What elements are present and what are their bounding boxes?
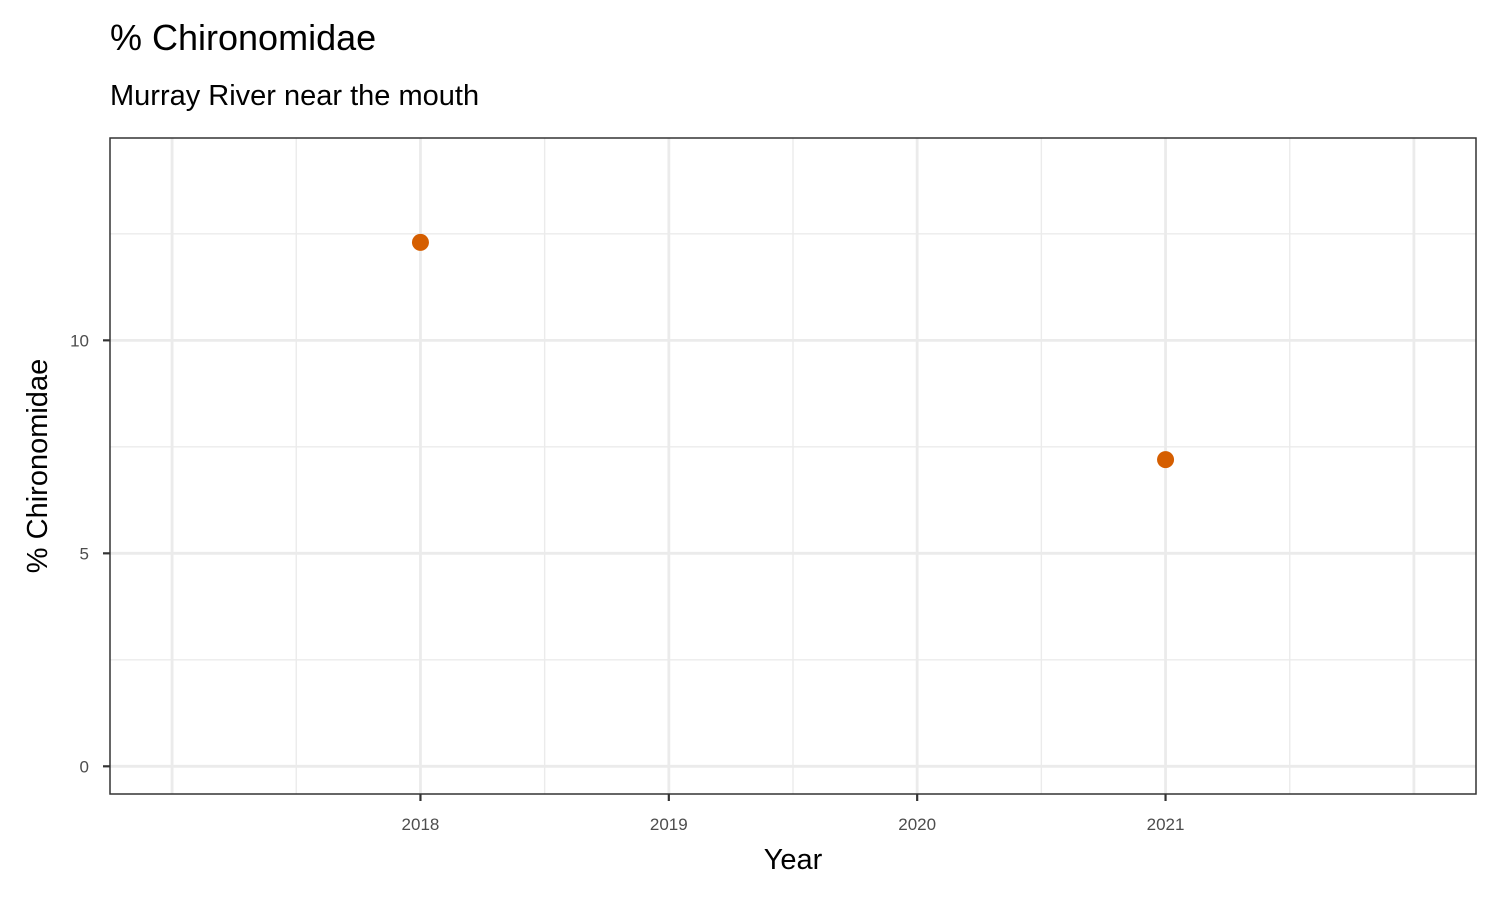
y-tick-label: 10 [70, 331, 89, 350]
x-axis-title: Year [764, 844, 823, 876]
data-points [411, 233, 1175, 469]
chart-subtitle: Murray River near the mouth [110, 80, 480, 112]
data-point [411, 233, 429, 251]
grid-lines [110, 138, 1476, 794]
x-tick-label: 2020 [898, 815, 936, 834]
x-tick-label: 2018 [402, 815, 440, 834]
y-tick-label: 0 [80, 757, 89, 776]
chart-title: % Chironomidae [110, 17, 377, 58]
x-tick-label: 2019 [650, 815, 688, 834]
y-axis-title: % Chironomidae [22, 359, 54, 573]
panel-border [109, 137, 1477, 795]
x-tick-label: 2021 [1147, 815, 1185, 834]
axis-ticks: 2018 2019 2020 2021 0 5 10 [70, 331, 1184, 834]
data-point [1157, 451, 1175, 469]
y-tick-label: 5 [80, 544, 89, 563]
